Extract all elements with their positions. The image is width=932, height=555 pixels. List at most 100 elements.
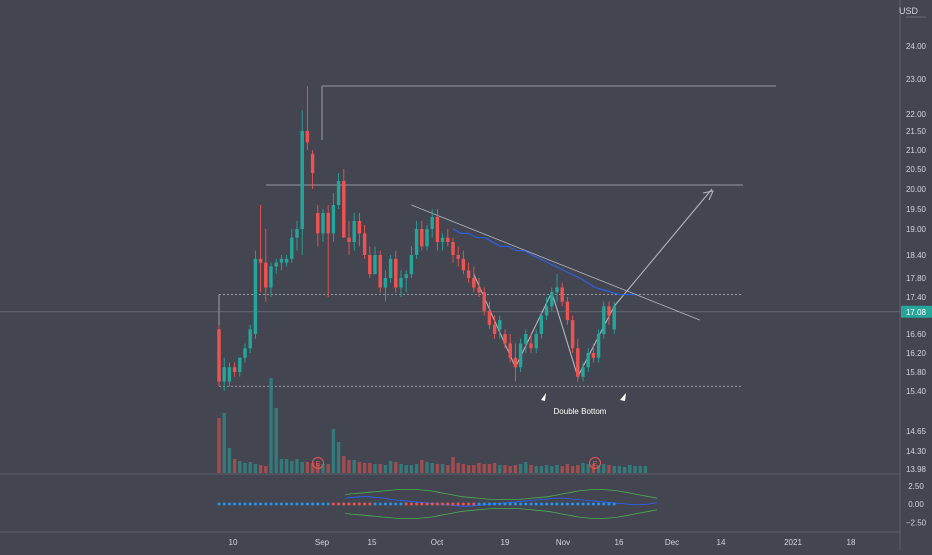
squeeze-dot — [415, 502, 419, 506]
squeeze-dot — [279, 502, 283, 506]
squeeze-dot — [519, 502, 523, 506]
squeeze-dot — [571, 502, 575, 506]
squeeze-dot — [529, 502, 533, 506]
squeeze-dot — [357, 502, 361, 506]
volume-layer — [217, 378, 648, 473]
time-tick-label: 18 — [847, 538, 856, 547]
volume-bar — [628, 465, 632, 473]
candle-body — [576, 348, 580, 377]
volume-bar — [394, 462, 398, 473]
volume-bar — [352, 460, 356, 473]
volume-bar — [617, 466, 622, 473]
volume-bar — [477, 463, 481, 473]
volume-bar — [570, 466, 575, 473]
squeeze-dot — [352, 502, 356, 506]
squeeze-dot — [487, 502, 491, 506]
candle-body — [243, 348, 247, 358]
time-tick-label: 15 — [368, 538, 377, 547]
volume-bar — [544, 465, 549, 473]
last-price-label: 17.08 — [906, 308, 927, 317]
candle-body — [253, 258, 258, 334]
volume-bar — [368, 463, 372, 473]
earnings-badge-label[interactable]: E — [316, 461, 321, 468]
earnings-badge-label[interactable]: E — [593, 461, 598, 468]
oscillator-tick-label: −2.50 — [906, 518, 927, 527]
double-bottom-label: Double Bottom — [554, 407, 607, 416]
price-tick-label: 21.00 — [906, 146, 927, 155]
candle-body — [513, 357, 518, 368]
price-tick-label: 20.00 — [906, 185, 927, 194]
ma-layer — [452, 228, 635, 296]
candle-body — [368, 255, 372, 275]
candle-body — [269, 266, 273, 288]
earnings-badge[interactable] — [589, 457, 601, 469]
volume-bar — [643, 466, 648, 473]
earnings-badge[interactable] — [312, 457, 324, 469]
squeeze-dot — [456, 502, 460, 506]
candle-body — [560, 287, 564, 302]
time-tick-label: 16 — [615, 538, 624, 547]
volume-bar — [555, 465, 559, 473]
volume-bar — [310, 463, 315, 473]
candle-body — [238, 357, 242, 372]
squeeze-dot — [233, 502, 237, 506]
volume-bar — [435, 464, 440, 473]
candle-body — [435, 217, 440, 242]
candle-body — [456, 255, 460, 259]
candle-body — [373, 255, 377, 275]
squeeze-dot — [347, 502, 351, 506]
squeeze-dot — [227, 502, 231, 506]
volume-bar — [404, 465, 408, 473]
volume-bar — [378, 464, 382, 473]
volume-bar — [420, 460, 424, 473]
volume-bar — [456, 463, 460, 473]
time-tick-label: 19 — [501, 538, 510, 547]
volume-bar — [513, 465, 518, 473]
volume-bar — [347, 460, 351, 473]
arrow-head — [702, 190, 714, 201]
price-tick-label: 14.30 — [906, 447, 927, 456]
volume-bar — [414, 464, 419, 473]
candle-body — [482, 292, 486, 311]
candle-body — [607, 306, 611, 316]
candle-body — [394, 258, 398, 288]
squeeze-dot — [243, 502, 247, 506]
price-tick-label: 15.40 — [906, 387, 927, 396]
candle-body — [321, 213, 325, 234]
squeeze-dot — [253, 502, 257, 506]
volume-bar — [581, 463, 585, 473]
volume-bar — [440, 464, 445, 473]
squeeze-dot — [259, 502, 263, 506]
candle-body — [581, 367, 585, 377]
volume-bar — [503, 465, 507, 473]
squeeze-dot — [321, 502, 325, 506]
squeeze-dot — [612, 502, 616, 506]
candle-body — [430, 217, 434, 229]
squeeze-dot — [446, 502, 450, 506]
squeeze-dot — [534, 502, 538, 506]
squeeze-dot — [461, 502, 465, 506]
squeeze-dot — [539, 502, 543, 506]
squeeze-dot — [597, 502, 601, 506]
squeeze-dot — [300, 502, 304, 506]
candle-body — [388, 258, 393, 278]
candle-body — [274, 262, 278, 267]
candle-body — [466, 270, 471, 278]
volume-bar — [622, 467, 627, 473]
volume-bar — [336, 442, 341, 473]
volume-bar — [487, 464, 492, 473]
candle-body — [300, 131, 304, 229]
squeeze-dot — [305, 502, 309, 506]
squeeze-dot — [498, 502, 502, 506]
squeeze-dot — [383, 502, 387, 506]
candle-body — [555, 287, 559, 293]
time-tick-label: 2021 — [784, 538, 802, 547]
price-tick-label: 18.40 — [906, 251, 927, 260]
candle-body — [518, 343, 523, 368]
volume-bar — [508, 466, 512, 473]
price-tick-label: 19.50 — [906, 205, 927, 214]
volume-bar — [388, 461, 393, 473]
squeeze-dot — [420, 502, 424, 506]
